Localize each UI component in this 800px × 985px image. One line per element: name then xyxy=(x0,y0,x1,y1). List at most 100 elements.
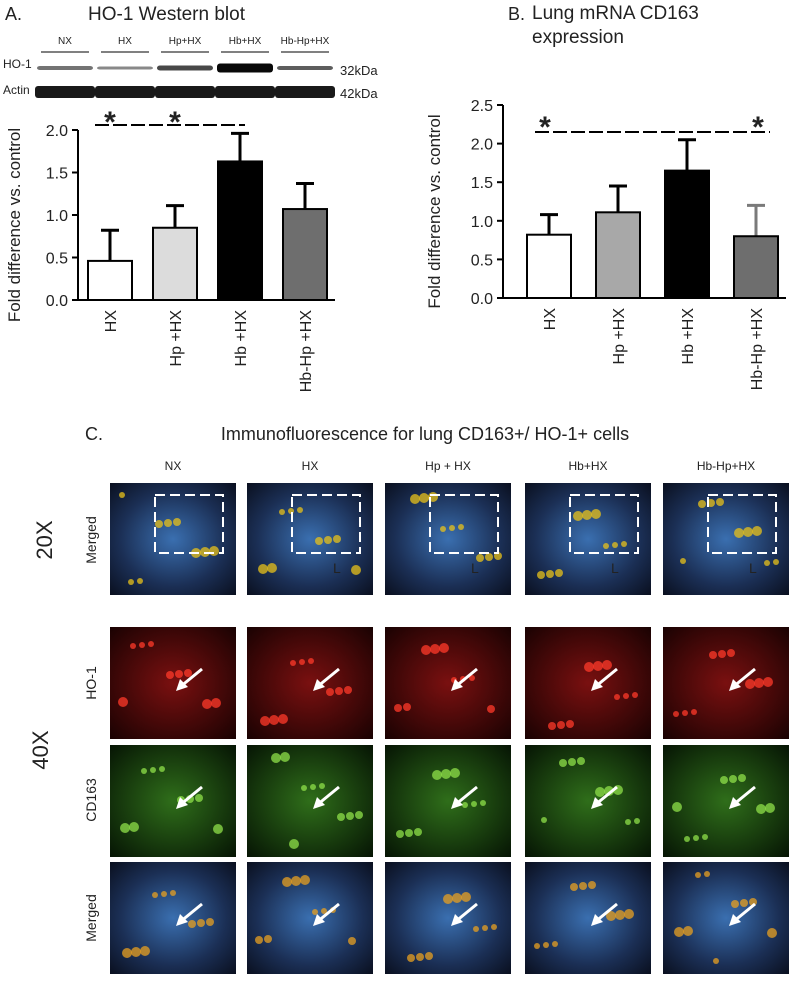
blot-band xyxy=(97,66,153,70)
cell-signal xyxy=(473,926,479,932)
roi-box xyxy=(429,494,499,554)
cell-signal xyxy=(120,823,130,833)
cell-signal xyxy=(297,507,303,513)
cell-signal xyxy=(213,824,223,834)
x-tick-label: Hp +HX xyxy=(611,308,628,365)
cell-signal xyxy=(291,876,301,886)
bar xyxy=(217,160,263,301)
cell-signal xyxy=(682,710,688,716)
y-tick-label: 1.0 xyxy=(471,214,493,231)
x-tick-label: HX xyxy=(542,308,559,331)
cell-signal xyxy=(159,766,165,772)
cell-signal xyxy=(164,519,172,527)
cell-signal xyxy=(461,892,471,902)
micrograph xyxy=(525,862,651,974)
cell-signal xyxy=(430,644,440,654)
cell-signal xyxy=(577,757,585,765)
cell-signal xyxy=(718,650,726,658)
row-label: Merged xyxy=(83,894,99,941)
cell-signal xyxy=(129,822,139,832)
cell-signal xyxy=(211,698,221,708)
bar xyxy=(526,233,572,299)
cell-signal xyxy=(324,536,332,544)
cell-signal xyxy=(548,722,556,730)
y-tick-label: 0.0 xyxy=(46,293,68,310)
cell-signal xyxy=(346,812,354,820)
lane-label: Hp+HX xyxy=(169,36,202,47)
error-bar xyxy=(609,184,627,213)
y-tick-label: 0.5 xyxy=(46,251,68,268)
arrow-head xyxy=(591,797,603,809)
cell-signal xyxy=(541,817,547,823)
cell-signal xyxy=(731,900,739,908)
micrograph xyxy=(385,862,511,974)
cell-signal xyxy=(672,802,682,812)
cell-signal xyxy=(308,658,314,664)
cell-signal xyxy=(546,570,554,578)
y-tick-label: 1.5 xyxy=(46,166,68,183)
cell-signal xyxy=(255,936,263,944)
significance-star: * xyxy=(539,111,551,144)
cell-signal xyxy=(290,660,296,666)
cell-signal xyxy=(439,643,449,653)
cell-signal xyxy=(568,758,576,766)
cell-signal xyxy=(271,753,281,763)
cell-signal xyxy=(148,641,154,647)
lumen-label: L xyxy=(611,560,619,576)
blot-band xyxy=(37,66,93,70)
cell-signal xyxy=(344,686,352,694)
cell-signal xyxy=(695,872,701,878)
cell-signal xyxy=(175,670,183,678)
blot-size-label: 32kDa xyxy=(340,63,378,78)
cell-signal xyxy=(170,890,176,896)
micrograph xyxy=(110,483,236,595)
chart-title: Lung mRNA CD163 expression xyxy=(532,3,699,48)
x-tick-label: Hb +HX xyxy=(680,308,697,365)
bar xyxy=(282,208,328,301)
blot-row-label: HO-1 xyxy=(3,57,32,71)
cell-signal xyxy=(394,704,402,712)
cell-signal xyxy=(152,892,158,898)
arrow-head xyxy=(451,679,463,691)
lane-label: NX xyxy=(58,36,72,47)
cell-signal xyxy=(279,509,285,515)
cell-signal xyxy=(355,811,363,819)
cell-signal xyxy=(209,546,219,556)
cell-signal xyxy=(716,498,724,506)
roi-box xyxy=(291,494,361,554)
cell-signal xyxy=(421,645,431,655)
error-bar xyxy=(101,228,119,261)
cell-signal xyxy=(425,952,433,960)
cell-signal xyxy=(195,794,203,802)
arrow-head xyxy=(176,797,188,809)
blot-row-label: Actin xyxy=(3,83,30,97)
cell-signal xyxy=(534,943,540,949)
cell-signal xyxy=(335,687,343,695)
column-label: HX xyxy=(302,459,319,473)
cell-signal xyxy=(612,542,618,548)
cell-signal xyxy=(405,829,413,837)
cell-signal xyxy=(615,910,625,920)
cell-signal xyxy=(321,908,327,914)
blot-band xyxy=(155,86,215,98)
cell-signal xyxy=(260,716,270,726)
micrograph xyxy=(247,862,373,974)
y-axis-label: Fold difference vs. control xyxy=(425,114,444,308)
micrograph xyxy=(247,745,373,857)
cell-signal xyxy=(720,776,728,784)
cell-signal xyxy=(491,924,497,930)
cell-signal xyxy=(702,834,708,840)
arrow-head xyxy=(176,679,188,691)
cell-signal xyxy=(482,925,488,931)
cell-signal xyxy=(458,524,464,530)
blot-band xyxy=(215,86,275,98)
cell-signal xyxy=(440,526,446,532)
cell-signal xyxy=(312,909,318,915)
cell-signal xyxy=(449,525,455,531)
cell-signal xyxy=(166,671,174,679)
bar xyxy=(664,169,710,299)
bar xyxy=(595,211,641,299)
y-tick-label: 0.0 xyxy=(471,291,493,308)
cell-signal xyxy=(141,768,147,774)
roi-box xyxy=(154,494,224,554)
